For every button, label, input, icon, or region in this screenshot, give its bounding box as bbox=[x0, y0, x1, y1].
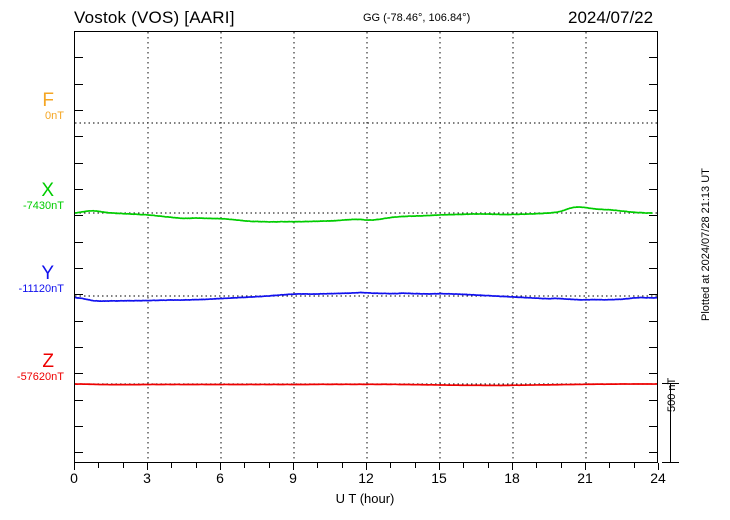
x-axis-major-tick bbox=[74, 463, 75, 470]
component-baseline-value-z: -57620nT bbox=[16, 371, 64, 383]
x-axis-minor-tick bbox=[390, 463, 392, 468]
y-axis-tick-right bbox=[649, 268, 658, 269]
x-axis-major-tick bbox=[147, 463, 148, 470]
x-axis-tick-label: 9 bbox=[289, 470, 297, 486]
y-axis-tick-right bbox=[649, 320, 658, 322]
observation-date: 2024/07/22 bbox=[568, 8, 654, 27]
y-axis-tick bbox=[74, 215, 83, 217]
x-axis-major-tick bbox=[439, 463, 440, 470]
component-label-f: F 0nT bbox=[0, 91, 66, 123]
y-axis-tick-right bbox=[649, 162, 658, 164]
component-symbol-x: X bbox=[41, 180, 54, 201]
component-label-y: Y -11120nT bbox=[0, 264, 66, 296]
x-axis-minor-tick bbox=[98, 463, 100, 468]
y-axis-tick-right bbox=[649, 110, 658, 111]
x-axis-title: U T (hour) bbox=[335, 491, 395, 506]
y-axis-tick bbox=[74, 320, 83, 322]
page-title: Vostok (VOS) [AARI] bbox=[74, 8, 235, 27]
y-axis-tick-right bbox=[649, 189, 658, 190]
y-axis-tick bbox=[74, 162, 83, 164]
x-axis-major-tick bbox=[366, 463, 367, 470]
x-axis-tick-label: 0 bbox=[70, 470, 78, 486]
y-axis-tick-right bbox=[649, 241, 658, 243]
x-axis-major-tick bbox=[512, 463, 513, 470]
y-axis-tick bbox=[74, 83, 83, 85]
x-axis-tick-label: 15 bbox=[431, 470, 447, 486]
x-axis-minor-tick bbox=[317, 463, 319, 468]
x-axis-minor-tick bbox=[171, 463, 173, 468]
component-baseline-value-x: -7430nT bbox=[23, 200, 64, 212]
x-axis-major-tick bbox=[220, 463, 221, 470]
x-axis-minor-tick bbox=[463, 463, 465, 468]
x-axis-minor-tick bbox=[244, 463, 246, 468]
x-axis-tick-label: 12 bbox=[358, 470, 374, 486]
scale-bar-label: 500 nT bbox=[666, 377, 678, 412]
y-axis-tick bbox=[74, 426, 83, 427]
component-symbol-y: Y bbox=[41, 263, 54, 284]
x-axis-minor-tick bbox=[341, 463, 343, 468]
y-axis-tick bbox=[74, 373, 83, 375]
magnetogram-plot-area bbox=[74, 31, 658, 463]
x-axis-minor-tick bbox=[560, 463, 562, 468]
x-axis-minor-tick bbox=[414, 463, 416, 468]
x-axis-tick-label: 18 bbox=[504, 470, 520, 486]
x-axis-minor-tick bbox=[536, 463, 538, 468]
y-axis-tick-right bbox=[649, 347, 658, 348]
x-axis-tick-label: 24 bbox=[650, 470, 666, 486]
component-symbol-z: Z bbox=[42, 351, 54, 372]
y-axis-tick bbox=[74, 57, 83, 59]
component-label-x: X -7430nT bbox=[0, 181, 66, 213]
x-axis-major-tick bbox=[293, 463, 294, 470]
y-axis-tick bbox=[74, 110, 83, 111]
y-axis-tick bbox=[74, 452, 83, 454]
x-axis-major-tick bbox=[658, 463, 659, 470]
y-axis-tick-right bbox=[649, 57, 658, 59]
y-axis-tick bbox=[74, 399, 83, 401]
x-axis-tick-label: 3 bbox=[143, 470, 151, 486]
x-axis-minor-tick bbox=[609, 463, 611, 468]
x-axis-minor-tick bbox=[633, 463, 635, 468]
y-axis-tick bbox=[74, 136, 83, 138]
geographic-coordinates: GG (-78.46°, 106.84°) bbox=[363, 12, 471, 24]
y-axis-tick bbox=[74, 241, 83, 243]
x-axis-tick-label: 21 bbox=[577, 470, 593, 486]
x-axis-minor-tick bbox=[195, 463, 197, 468]
y-axis-tick bbox=[74, 189, 83, 190]
y-axis-tick-right bbox=[649, 399, 658, 401]
component-symbol-f: F bbox=[42, 90, 54, 111]
y-axis-tick bbox=[74, 294, 83, 296]
y-axis-tick-right bbox=[649, 452, 658, 454]
component-baseline-value-f: 0nT bbox=[45, 110, 64, 122]
x-axis-minor-tick bbox=[268, 463, 270, 468]
y-axis-tick-right bbox=[649, 215, 658, 217]
y-axis-tick-right bbox=[649, 294, 658, 296]
trace-layer bbox=[75, 206, 657, 387]
plotted-timestamp-note: Plotted at 2024/07/28 21:13 UT bbox=[700, 168, 712, 321]
y-axis-tick bbox=[74, 347, 83, 348]
x-axis-minor-tick bbox=[122, 463, 124, 468]
y-axis-tick-right bbox=[649, 373, 658, 375]
component-baseline-value-y: -11120nT bbox=[18, 283, 64, 295]
y-axis-tick bbox=[74, 268, 83, 269]
component-label-z: Z -57620nT bbox=[0, 352, 66, 384]
x-axis-minor-tick bbox=[487, 463, 489, 468]
y-axis-tick-right bbox=[649, 83, 658, 85]
scale-bar-line bbox=[670, 383, 671, 462]
y-axis-tick-right bbox=[649, 426, 658, 427]
x-axis-major-tick bbox=[585, 463, 586, 470]
y-axis-tick-right bbox=[649, 136, 658, 138]
scale-bar-bottom-cap bbox=[662, 462, 679, 463]
x-axis-tick-label: 6 bbox=[216, 470, 224, 486]
